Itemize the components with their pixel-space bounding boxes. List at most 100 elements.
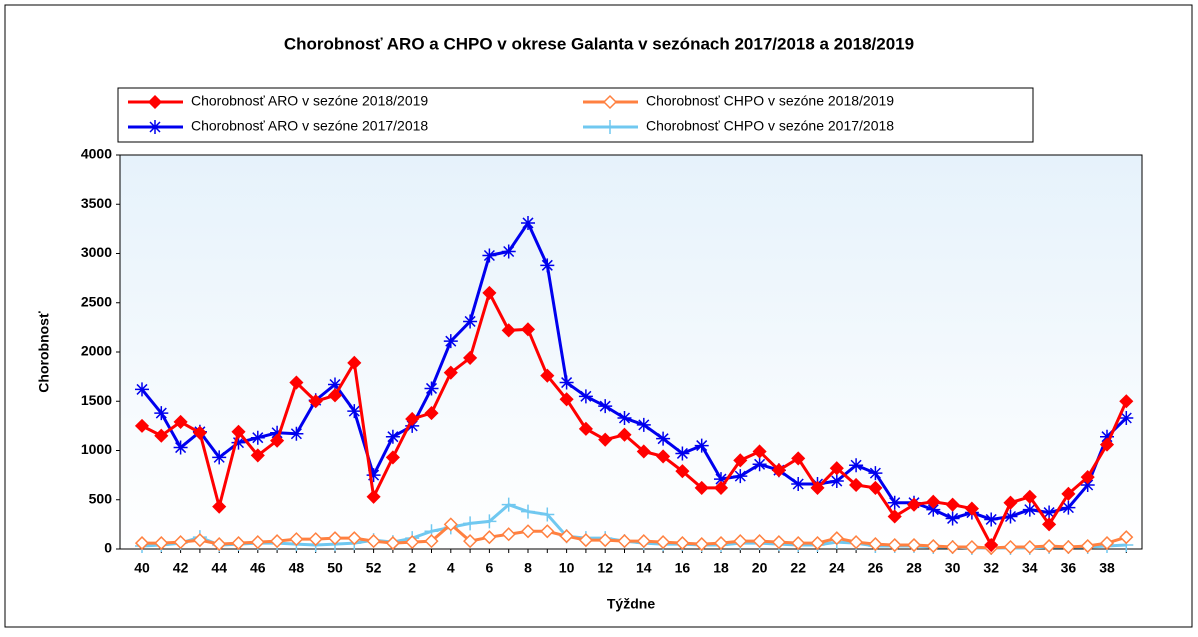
marker [134,536,150,551]
marker [405,535,420,550]
marker [636,444,651,459]
marker [752,457,767,472]
marker [887,495,902,510]
marker [147,94,163,110]
y-axis-label: Chorobnosť [36,311,52,393]
marker [868,480,883,495]
marker [849,535,864,550]
marker [791,536,806,551]
marker [656,431,671,446]
marker [945,539,960,555]
marker [501,323,516,338]
y-tick-label: 3000 [81,244,112,260]
x-tick-label: 2 [408,560,416,576]
marker [328,377,342,392]
marker [289,532,304,547]
marker [270,425,285,440]
marker [636,534,651,549]
marker [1022,502,1037,517]
marker [540,258,555,273]
marker [443,365,458,380]
marker [771,463,786,478]
series [134,285,1134,553]
marker [906,497,922,512]
marker [1119,410,1134,425]
x-tick-label: 20 [752,560,768,576]
marker [385,429,400,444]
marker [559,529,574,544]
marker [849,458,864,473]
marker [964,501,979,516]
marker [656,449,671,464]
x-tick-label: 50 [327,560,343,576]
legend-label: Chorobnosť ARO v sezóne 2018/2019 [191,93,428,109]
marker [366,489,381,504]
marker [713,536,729,551]
marker [578,533,593,548]
marker [733,534,748,549]
marker [540,507,555,522]
marker [1061,486,1076,501]
marker [926,538,941,554]
marker [212,537,227,552]
y-tick-label: 1500 [81,392,112,408]
marker [945,511,960,526]
marker [1042,517,1057,532]
marker [1042,538,1057,554]
marker [134,418,150,433]
y-tick-label: 4000 [81,146,112,162]
marker [829,531,844,546]
marker [501,497,516,512]
x-tick-label: 14 [636,560,652,576]
marker [714,472,728,487]
x-tick-label: 40 [134,560,150,576]
chart-title: Chorobnosť ARO a CHPO v okrese Galanta v… [284,34,914,53]
marker [327,388,343,403]
marker [598,533,613,548]
legend-label: Chorobnosť CHPO v sezóne 2017/2018 [646,118,894,134]
y-tick-label: 2500 [81,293,112,309]
line [140,219,1128,521]
marker [212,499,227,514]
marker [540,524,555,539]
marker [405,411,420,427]
x-tick-label: 52 [366,560,382,576]
x-tick-label: 32 [983,560,999,576]
marker [347,404,362,419]
marker [1003,509,1018,524]
marker [154,406,169,421]
y-tick-label: 500 [89,490,113,506]
marker [173,414,188,429]
marker [598,432,613,447]
legend [117,87,1034,143]
marker [752,444,767,459]
y-tick-label: 1000 [81,441,112,457]
marker [598,399,613,414]
marker [1003,495,1018,510]
marker [501,527,516,542]
marker [810,480,825,495]
marker [1099,536,1115,551]
marker [602,94,618,110]
marker [1061,500,1076,515]
marker [578,389,593,404]
marker [694,537,709,552]
marker [771,535,786,550]
marker [926,502,941,517]
marker [1080,470,1095,485]
x-tick-label: 26 [868,560,884,576]
marker [443,517,458,532]
marker [675,464,690,479]
x-tick-label: 46 [250,560,266,576]
marker [578,421,593,436]
marker [192,533,207,548]
marker [231,424,246,439]
marker [675,536,690,551]
marker [559,375,574,390]
x-tick-label: 42 [173,560,189,576]
x-tick-label: 36 [1061,560,1077,576]
marker [308,394,323,409]
x-tick-label: 8 [524,560,532,576]
marker [521,504,535,519]
marker [868,466,883,481]
